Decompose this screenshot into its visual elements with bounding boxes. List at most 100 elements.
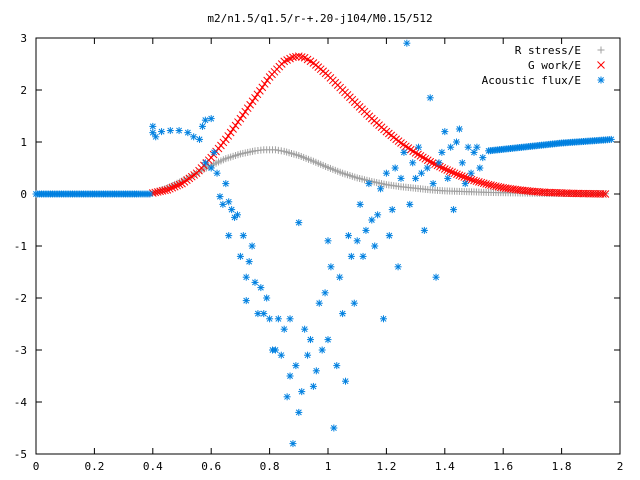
data-point [158,128,166,136]
data-point [359,252,367,260]
data-point [412,174,420,182]
data-point [416,152,425,160]
data-point [460,173,469,181]
data-point [423,164,431,172]
data-point [492,182,500,191]
data-marks [32,39,615,448]
data-point [365,180,373,188]
data-point [394,263,402,271]
data-point [229,125,237,133]
data-point [441,128,449,136]
data-point [461,180,469,188]
data-point [399,140,408,149]
x-tick-label: 1.8 [552,460,572,473]
data-point [455,171,464,180]
data-point [397,174,405,182]
data-point [403,39,411,47]
data-point [292,52,300,61]
data-point [263,294,271,302]
data-point [216,193,224,201]
data-point [166,127,174,135]
y-tick-label: 0 [20,188,27,201]
data-point [438,148,446,156]
data-point [225,232,233,240]
y-tick-label: -3 [14,344,27,357]
y-tick-label: -5 [14,448,27,461]
data-point [309,382,317,390]
data-point [339,310,347,318]
data-point [234,118,242,126]
data-point [371,242,379,250]
data-point [432,273,440,281]
data-point [445,167,454,175]
x-tick-label: 2 [617,460,624,473]
data-point [324,336,332,344]
data-point [225,198,233,206]
data-point [260,310,268,318]
data-point [306,336,314,344]
data-point [289,440,297,448]
data-point [295,408,303,416]
data-point [342,377,350,385]
series-1 [148,52,610,198]
data-point [601,190,610,198]
data-point [607,135,615,143]
data-point [350,299,358,307]
data-point [175,127,183,135]
data-point [207,115,215,123]
data-point [228,206,236,214]
data-point [448,168,456,177]
data-point [292,362,300,370]
axes: 0 0.2 0.4 0.6 0.8 1 1.2 1.4 1.6 1.8 2 3 2 1 0 -1 -2 -3 -4 -… [14,32,624,473]
data-point [315,299,323,307]
data-point [251,278,259,286]
data-point [321,289,329,297]
data-point [283,393,291,401]
data-point [420,226,428,234]
data-point [447,143,455,151]
data-point [406,200,414,208]
data-point [260,80,269,88]
data-point [482,180,491,188]
data-point [201,159,209,167]
data-point [435,159,443,167]
data-point [274,146,282,154]
data-point [318,346,326,354]
data-point [153,188,162,196]
legend-marker [597,46,605,54]
data-point [175,180,184,189]
data-point [479,179,488,188]
data-point [238,111,247,119]
plot-frame [35,37,621,455]
x-tick-label: 0.6 [201,460,221,473]
legend-label: G work/E [528,59,581,72]
data-point [409,159,417,167]
data-point [198,122,206,130]
y-tick-label: 3 [20,32,27,45]
data-point [207,164,215,172]
legend-marker [597,76,605,84]
data-point [295,219,303,227]
data-point [385,232,393,240]
data-point [152,133,160,141]
data-point [149,122,157,130]
data-point [324,237,332,245]
series-2 [32,39,615,448]
data-point [231,121,240,130]
y-tick-label: 1 [20,136,27,149]
data-point [379,315,387,323]
data-point [400,148,408,156]
data-point [402,142,410,151]
data-point [149,129,157,137]
data-point [374,211,382,219]
data-point [253,90,262,99]
data-point [241,107,250,116]
data-point [184,129,192,137]
data-point [165,184,174,193]
data-point [475,178,483,186]
data-point [156,187,164,196]
data-point [257,284,265,292]
data-point [277,351,285,359]
x-tick-label: 1.6 [493,460,513,473]
data-point [222,180,230,188]
